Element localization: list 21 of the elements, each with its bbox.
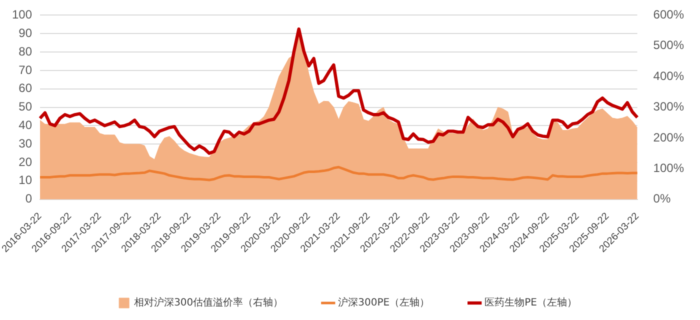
y-tick-label: 80 (18, 44, 32, 58)
y-tick-label: 50 (18, 100, 32, 114)
y-tick-label: 30 (18, 136, 32, 150)
legend-label: 沪深300PE（左轴） (338, 296, 430, 309)
y-tick-label: 10 (18, 173, 32, 188)
y-tick-label: 0 (25, 192, 32, 206)
y-tick-label: 20 (18, 154, 32, 169)
y2-tick-label: 100% (653, 160, 684, 175)
y2-tick-label: 300% (653, 100, 684, 114)
y-tick-label: 40 (18, 118, 32, 132)
y-tick-label: 100 (12, 8, 32, 22)
legend-label: 相对沪深300估值溢价率（右轴） (134, 296, 284, 309)
y-tick-label: 70 (18, 62, 32, 77)
y-tick-label: 90 (18, 26, 32, 40)
y-tick-label: 60 (18, 81, 32, 96)
y2-tick-label: 200% (653, 130, 684, 144)
y2-tick-label: 400% (653, 68, 684, 83)
legend-label: 医药生物PE（左轴） (484, 296, 577, 309)
y2-tick-label: 0% (653, 192, 671, 206)
y2-tick-label: 500% (653, 38, 684, 52)
y2-tick-label: 600% (653, 8, 684, 22)
